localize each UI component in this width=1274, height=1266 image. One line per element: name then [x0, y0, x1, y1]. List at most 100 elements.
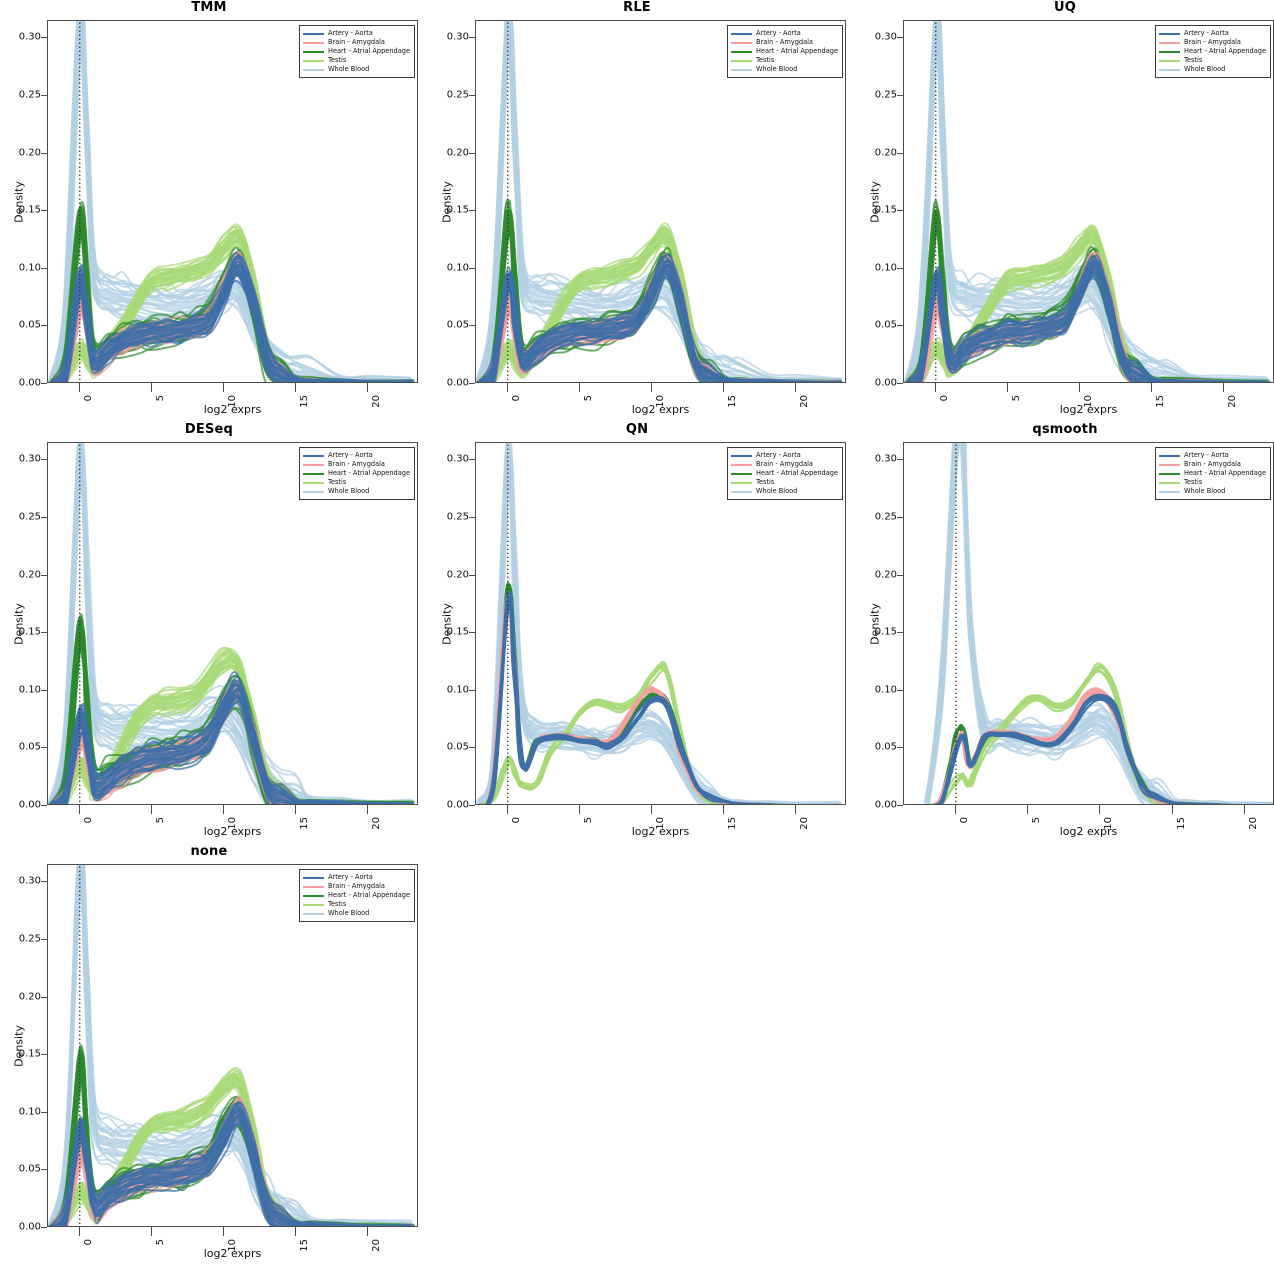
y-tick-label: 0.25	[18, 511, 41, 523]
y-tick-mark	[41, 516, 47, 518]
legend-item: Brain - Amygdala	[1159, 38, 1266, 47]
y-tick-mark	[897, 516, 903, 518]
x-axis: 0 5 10 15 20	[475, 383, 846, 422]
y-tick-label: 0.00	[446, 799, 469, 811]
x-tick-label: 5	[154, 395, 166, 402]
x-tick-mark	[934, 383, 936, 392]
y-axis-label: Density	[12, 180, 26, 223]
legend-item: Heart - Atrial Appendage	[303, 469, 410, 478]
legend-label: Testis	[328, 56, 347, 64]
legend: Artery - Aorta Brain - Amygdala Heart - At…	[727, 25, 843, 78]
y-tick-label: 0.00	[18, 377, 41, 389]
y-tick-mark	[41, 459, 47, 461]
y-tick-label: 0.05	[874, 741, 897, 753]
x-tick-mark	[223, 383, 225, 392]
y-axis-label-wrap: Density	[440, 20, 456, 383]
plot-area: Artery - Aorta Brain - Amygdala Heart - At…	[903, 20, 1274, 383]
y-tick-mark	[897, 94, 903, 96]
legend-color-swatch	[1159, 490, 1180, 493]
legend-item: Heart - Atrial Appendage	[303, 47, 410, 56]
y-tick-mark	[41, 267, 47, 269]
y-tick-mark	[41, 881, 47, 883]
x-tick-mark	[1006, 383, 1008, 392]
legend-color-swatch	[303, 490, 324, 493]
y-tick-mark	[469, 805, 475, 806]
panel-title: DESeq	[184, 422, 234, 437]
legend-color-swatch	[1159, 481, 1180, 484]
y-axis-label-wrap: Density	[868, 20, 884, 383]
x-tick-mark	[506, 383, 508, 392]
legend-item: Whole Blood	[303, 65, 410, 74]
x-tick-mark	[723, 805, 725, 814]
legend-item: Artery - Aorta	[303, 451, 410, 460]
legend-color-swatch	[303, 50, 324, 53]
y-axis-label: Density	[440, 180, 454, 223]
x-axis: 0 5 10 15 20	[475, 805, 846, 844]
x-tick-mark	[1079, 383, 1081, 392]
y-tick-label: 0.30	[446, 453, 469, 465]
x-tick-label: 0	[82, 1239, 94, 1246]
legend: Artery - Aorta Brain - Amygdala Heart - At…	[727, 447, 843, 500]
y-axis: 0.00 0.05 0.10 0.15 0.20 0.25 0.30	[428, 442, 475, 811]
y-tick-label: 0.30	[18, 875, 41, 887]
y-tick-label: 0.15	[874, 626, 897, 638]
legend-item: Testis	[1159, 56, 1266, 65]
y-tick-mark	[897, 632, 903, 634]
x-tick-mark	[723, 383, 725, 392]
x-tick-mark	[367, 383, 369, 392]
x-tick-mark	[795, 383, 797, 392]
x-tick-mark	[1151, 383, 1153, 392]
y-tick-mark	[469, 37, 475, 39]
legend-color-swatch	[1159, 68, 1180, 71]
legend-label: Artery - Aorta	[328, 873, 373, 881]
panel-title: QN	[625, 422, 649, 437]
y-tick-label: 0.00	[18, 1221, 41, 1233]
x-tick-mark	[223, 805, 225, 814]
legend-label: Artery - Aorta	[1184, 451, 1229, 459]
legend-label: Testis	[756, 478, 775, 486]
y-axis-label: Density	[868, 180, 882, 223]
x-tick-mark	[578, 383, 580, 392]
x-tick-mark	[223, 1227, 225, 1236]
x-tick-mark	[78, 1227, 80, 1236]
legend-color-swatch	[1159, 454, 1180, 457]
panel-tmm: TMM 0.00 0.05 0.10 0.15 0.20 0.25 0.30 Density Ar…	[0, 0, 418, 422]
x-axis: 0 5 10 15 20	[47, 805, 418, 844]
x-axis: 0 5 10 15 20	[903, 383, 1274, 422]
y-tick-label: 0.00	[874, 799, 897, 811]
y-tick-mark	[469, 267, 475, 269]
x-tick-label: 0	[510, 395, 522, 402]
legend-label: Brain - Amygdala	[756, 460, 813, 468]
y-tick-mark	[469, 383, 475, 384]
x-tick-label: 5	[1031, 817, 1043, 824]
y-tick-label: 0.30	[874, 31, 897, 43]
x-tick-mark	[1099, 805, 1101, 814]
y-tick-label: 0.15	[874, 204, 897, 216]
legend-color-swatch	[303, 41, 324, 44]
y-tick-mark	[41, 37, 47, 39]
legend-label: Whole Blood	[328, 65, 370, 73]
y-tick-label: 0.25	[18, 89, 41, 101]
x-tick-mark	[506, 805, 508, 814]
legend-item: Heart - Atrial Appendage	[731, 469, 838, 478]
y-tick-label: 0.15	[446, 204, 469, 216]
legend-label: Heart - Atrial Appendage	[756, 47, 838, 55]
panel-rle: RLE 0.00 0.05 0.10 0.15 0.20 0.25 0.30 Density Ar…	[428, 0, 846, 422]
x-tick-mark	[1243, 805, 1245, 814]
legend-label: Artery - Aorta	[756, 29, 801, 37]
legend-color-swatch	[303, 463, 324, 466]
y-tick-mark	[897, 383, 903, 384]
legend-label: Testis	[328, 900, 347, 908]
panel-title: UQ	[1053, 0, 1076, 15]
legend-label: Heart - Atrial Appendage	[1184, 469, 1266, 477]
x-tick-mark	[578, 805, 580, 814]
x-tick-mark	[295, 1227, 297, 1236]
y-tick-mark	[469, 325, 475, 327]
x-tick-mark	[150, 805, 152, 814]
y-tick-label: 0.05	[446, 319, 469, 331]
y-tick-label: 0.05	[18, 319, 41, 331]
y-tick-label: 0.05	[446, 741, 469, 753]
y-tick-label: 0.00	[18, 799, 41, 811]
y-tick-mark	[897, 689, 903, 691]
legend-color-swatch	[731, 68, 752, 71]
